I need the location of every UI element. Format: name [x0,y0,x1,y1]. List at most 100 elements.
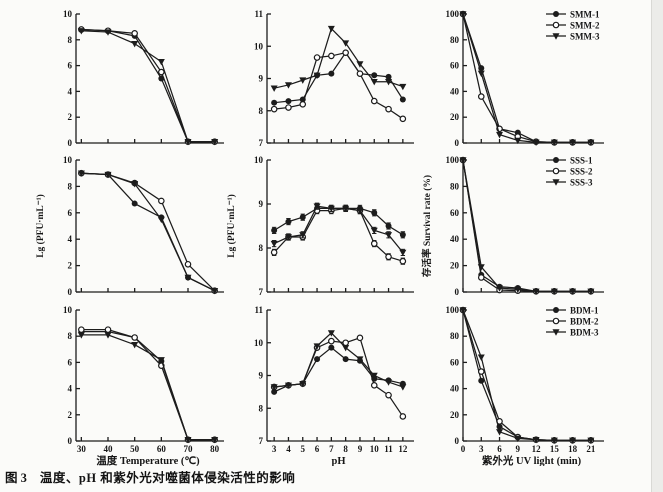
filled-triangle-marker [552,329,560,336]
legend-label: BDM-2 [570,317,599,327]
y-tick-label: 0 [455,287,460,297]
filled-circle-marker [478,377,485,384]
open-circle-marker [270,249,278,256]
series-line [81,334,215,441]
filled-triangle-marker [550,288,558,296]
filled-triangle-marker [356,207,364,215]
filled-triangle-marker [342,344,350,352]
filled-triangle-marker [356,356,364,363]
open-circle-marker [158,68,165,76]
open-circle-marker [299,101,307,108]
series-BDM-1 [78,328,218,443]
filled-triangle-marker [477,70,485,78]
open-circle-marker [385,253,392,261]
open-circle-marker [370,240,378,247]
series-line [81,172,216,292]
y-tick-label: 10 [63,9,73,19]
filled-circle-marker [314,356,321,363]
open-circle-marker [552,317,560,325]
filled-triangle-marker [313,343,321,350]
legend-label: SSS-2 [570,167,593,177]
filled-triangle-marker [370,372,378,380]
y-tick-label: 80 [450,181,460,191]
panel-bdm-uv: 0 20 40 60 80 100 0 3 6 9 12 15 18 21 紫外光 UV light (mi… [446,305,604,467]
filled-triangle-marker [104,332,112,339]
y-tick-label: 40 [450,384,460,394]
y-tick-label: 8 [68,181,73,191]
series-SSS-3 [270,202,407,257]
series-line [462,309,591,441]
open-circle-marker [342,339,349,347]
figure-caption-label: 图 3 [5,471,27,485]
legend-label: SSS-3 [570,178,593,188]
y-tick-label: 60 [450,61,460,71]
y-tick-label: 80 [450,35,460,45]
open-circle-marker [385,105,392,113]
series-SMM-3 [270,25,407,92]
filled-circle-marker [371,209,378,216]
filled-triangle-marker [299,232,307,239]
filled-triangle-marker [327,205,335,213]
filled-triangle-marker [157,59,165,66]
open-circle-marker [342,49,349,57]
filled-triangle-marker [399,249,407,257]
y-tick-label: 2 [68,410,73,420]
series-line [81,329,215,441]
figure-caption: 图 3 温度、pH 和紫外光对噬菌体侵染活性的影响 [5,467,625,486]
open-circle-marker [158,197,165,205]
series-line [273,205,404,253]
series-BDM-2 [78,326,218,443]
filled-circle-marker [553,307,559,313]
series-BDM-3 [459,307,595,445]
filled-triangle-marker [496,429,504,436]
x-tick-label: 5 [301,444,306,454]
x-tick-label: 9 [358,444,363,454]
filled-circle-marker [131,200,138,207]
y-tick-label: 6 [68,208,73,218]
series-line [273,207,404,236]
filled-triangle-marker [77,332,85,339]
filled-triangle-marker [356,61,364,68]
y-tick-label: 9 [259,371,264,381]
x-tick-label: 80 [210,444,220,454]
y-tick-label: 6 [68,61,73,71]
y-tick-label: 11 [254,305,263,315]
filled-triangle-marker [284,382,292,390]
legend-label: SSS-1 [570,156,593,166]
y-axis-label: Lg (PFU·mL⁻¹) [35,194,46,258]
filled-triangle-marker [532,139,540,147]
x-tick-label: 60 [157,444,167,454]
legend-entry-SSS-2: SSS-2 [546,167,593,177]
x-tick-label: 6 [497,444,502,454]
filled-triangle-marker [284,234,292,241]
filled-circle-marker [271,388,278,395]
filled-triangle-marker [514,435,522,443]
open-circle-marker [370,97,378,105]
axes [75,159,224,293]
y-tick-label: 60 [450,208,460,218]
filled-triangle-marker [552,179,560,186]
open-circle-marker [328,337,335,345]
x-tick-label: 7 [329,444,334,454]
filled-triangle-marker [184,436,192,444]
y-tick-label: 11 [254,9,263,19]
y-tick-label: 40 [450,234,460,244]
filled-triangle-marker [270,85,278,92]
y-tick-label: 80 [450,331,460,341]
filled-triangle-marker [104,29,112,36]
series-BDM-3 [77,332,219,444]
filled-triangle-marker [284,82,292,89]
filled-triangle-marker [211,287,219,295]
open-circle-marker [552,21,560,29]
legend-label: SMM-3 [570,32,600,42]
filled-triangle-marker [514,286,522,294]
filled-triangle-marker [157,216,165,224]
x-tick-label: 30 [77,444,87,454]
filled-triangle-marker [131,181,139,188]
y-tick-label: 2 [68,261,73,271]
x-tick-label: 9 [516,444,521,454]
filled-circle-marker [328,70,335,77]
